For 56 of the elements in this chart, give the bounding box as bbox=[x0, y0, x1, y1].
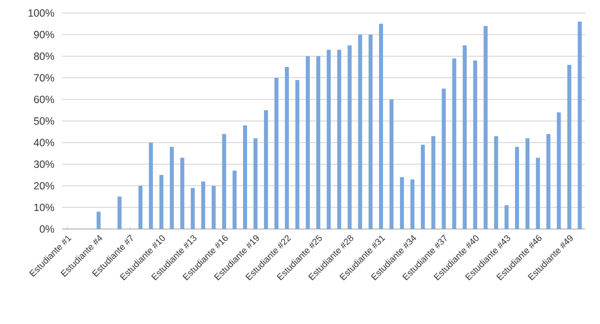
bar bbox=[567, 64, 572, 229]
bar bbox=[431, 136, 436, 229]
bar bbox=[159, 175, 164, 229]
y-tick-label: 90% bbox=[34, 30, 54, 38]
bar bbox=[515, 146, 520, 229]
bar bbox=[264, 110, 268, 229]
bar bbox=[148, 142, 153, 229]
bar bbox=[326, 50, 331, 229]
bar bbox=[442, 88, 446, 229]
bar bbox=[546, 134, 550, 229]
bar bbox=[410, 179, 414, 229]
y-tick-label: 0% bbox=[40, 225, 54, 233]
bar bbox=[295, 80, 300, 229]
bar bbox=[348, 45, 352, 229]
bar bbox=[368, 34, 373, 229]
y-tick-label: 80% bbox=[34, 52, 54, 60]
y-tick-label: 20% bbox=[34, 182, 54, 190]
bar bbox=[306, 56, 310, 229]
y-tick-label: 50% bbox=[34, 117, 54, 125]
y-tick-label: 70% bbox=[34, 74, 54, 82]
bar bbox=[379, 24, 384, 229]
bar bbox=[138, 186, 142, 229]
bar bbox=[420, 144, 425, 229]
bar bbox=[274, 78, 278, 229]
bar bbox=[452, 58, 456, 229]
bar bbox=[201, 181, 206, 229]
bar bbox=[473, 60, 478, 229]
y-tick-label: 60% bbox=[34, 96, 54, 104]
bar bbox=[222, 134, 226, 229]
y-tick-label: 40% bbox=[34, 138, 54, 146]
bar bbox=[337, 50, 342, 229]
bar bbox=[284, 66, 289, 229]
bar bbox=[232, 170, 237, 229]
bar bbox=[118, 196, 122, 229]
bar bbox=[389, 99, 394, 229]
bar bbox=[525, 138, 530, 229]
bar bbox=[578, 22, 582, 229]
bar bbox=[170, 146, 174, 229]
y-tick-label: 10% bbox=[34, 204, 54, 212]
bar bbox=[190, 188, 195, 229]
bar bbox=[504, 205, 509, 229]
y-tick-label: 100% bbox=[28, 9, 54, 17]
y-tick-label: 30% bbox=[34, 160, 54, 168]
bar bbox=[243, 125, 248, 229]
bar bbox=[462, 45, 467, 229]
bar bbox=[556, 112, 561, 229]
bar bbox=[180, 158, 184, 229]
bar bbox=[400, 177, 404, 229]
bar bbox=[96, 212, 101, 229]
bar bbox=[358, 34, 362, 229]
bar bbox=[536, 158, 540, 229]
bar bbox=[254, 138, 258, 229]
bar bbox=[316, 56, 320, 229]
bar bbox=[484, 26, 488, 229]
bar bbox=[212, 186, 216, 229]
bar bbox=[494, 136, 498, 229]
